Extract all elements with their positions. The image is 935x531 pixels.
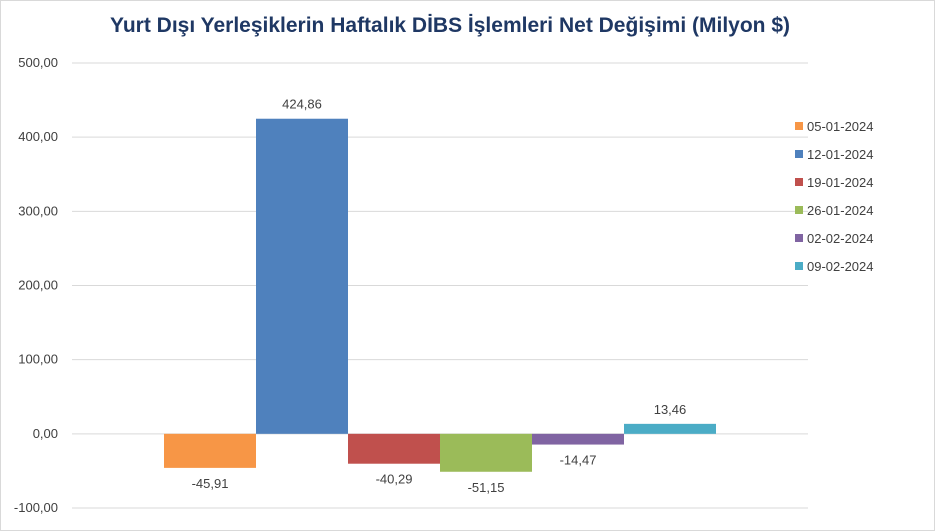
- legend-label: 02-02-2024: [807, 230, 874, 246]
- y-tick-label: -100,00: [14, 500, 58, 515]
- bar: [532, 433, 624, 445]
- legend-label: 26-01-2024: [807, 202, 874, 218]
- legend-swatch: [795, 206, 803, 214]
- legend-label: 05-01-2024: [807, 118, 874, 134]
- legend-item: 05-01-2024: [795, 112, 874, 140]
- legend-item: 12-01-2024: [795, 140, 874, 168]
- bar: [164, 433, 256, 468]
- y-tick-label: 500,00: [18, 55, 58, 70]
- legend-swatch: [795, 234, 803, 242]
- y-tick-label: 400,00: [18, 129, 58, 144]
- legend-item: 26-01-2024: [795, 196, 874, 224]
- legend-swatch: [795, 178, 803, 186]
- y-tick-label: 300,00: [18, 203, 58, 218]
- bar: [256, 118, 348, 434]
- legend-item: 02-02-2024: [795, 224, 874, 252]
- legend-label: 12-01-2024: [807, 146, 874, 162]
- bar: [440, 433, 532, 472]
- data-label: -45,91: [192, 476, 229, 491]
- data-label: -51,15: [468, 480, 505, 495]
- data-label: 424,86: [282, 97, 322, 112]
- data-label: -40,29: [376, 472, 413, 487]
- bar: [348, 433, 440, 464]
- y-tick-label: 200,00: [18, 278, 58, 293]
- legend-label: 19-01-2024: [807, 174, 874, 190]
- bar: [624, 423, 716, 434]
- data-label: -14,47: [560, 453, 597, 468]
- legend: 05-01-2024 12-01-2024 19-01-2024 26-01-2024…: [795, 112, 874, 280]
- data-label: 13,46: [654, 402, 687, 417]
- legend-item: 09-02-2024: [795, 252, 874, 280]
- legend-swatch: [795, 122, 803, 130]
- legend-swatch: [795, 262, 803, 270]
- chart-title: Yurt Dışı Yerleşiklerin Haftalık DİBS İş…: [109, 14, 791, 37]
- y-tick-label: 0,00: [33, 426, 58, 441]
- legend-label: 09-02-2024: [807, 258, 874, 274]
- legend-item: 19-01-2024: [795, 168, 874, 196]
- legend-swatch: [795, 150, 803, 158]
- y-tick-label: 100,00: [18, 352, 58, 367]
